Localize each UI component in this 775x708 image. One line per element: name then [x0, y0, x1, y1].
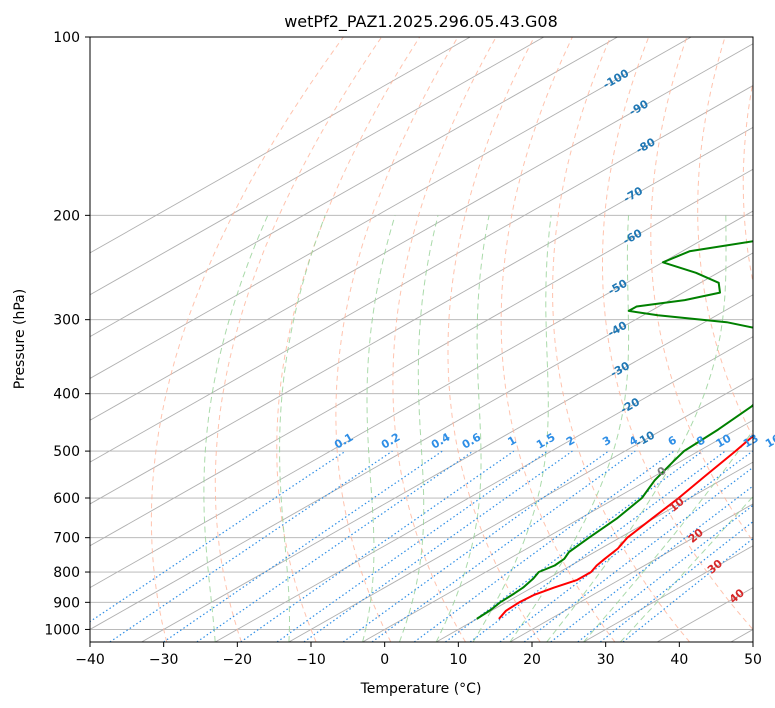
mixing-ratio-label: 16: [763, 431, 775, 450]
isotherm-line: [90, 252, 753, 630]
isotherm-line: [362, 419, 753, 642]
isotherm-line: [90, 210, 753, 589]
y-axis-label: Pressure (hPa): [12, 289, 28, 389]
moist-adiabat-line: [362, 215, 396, 642]
moist-adiabat-line: [398, 215, 439, 642]
isotherm-line: [90, 85, 753, 463]
mixing-ratio-line: [303, 450, 573, 642]
y-tick-label: 500: [53, 444, 80, 460]
moist-adiabat-line: [620, 495, 753, 642]
moist-adiabat-line: [546, 215, 727, 642]
data-series: [476, 240, 753, 620]
moist-adiabat-line: [509, 215, 630, 642]
mixing-ratio-line: [371, 450, 636, 642]
dry-adiabat-line: [650, 37, 753, 543]
background-lines: [90, 37, 753, 642]
mixing-ratio-line: [342, 450, 609, 642]
temperature-line: [498, 434, 753, 620]
axes: −40 −30 −20 −10 0 10 20 30 40 50 1000 900 800 700 600 5…: [44, 30, 762, 668]
mixing-ratio-line: [523, 466, 753, 642]
y-tick-label: 1000: [44, 622, 80, 638]
dry-adiabat-line: [602, 37, 753, 631]
moist-adiabat-line: [203, 215, 269, 642]
mixing-ratio-line: [240, 450, 515, 642]
plot-frame: [89, 36, 754, 643]
isotherm-line: [509, 503, 753, 642]
x-tick-label: 0: [380, 652, 389, 668]
x-tick-label: 40: [670, 652, 688, 668]
mixing-ratio-line: [276, 450, 548, 642]
isotherm-line: [141, 294, 753, 642]
isotherm-line: [90, 168, 753, 547]
moist-adiabat-line: [583, 429, 753, 642]
isotherm-line: [90, 37, 545, 296]
dry-adiabat-line: [214, 37, 383, 642]
isotherm-line: [90, 37, 471, 254]
isotherm-line: [90, 43, 753, 421]
y-tick-label: 400: [53, 387, 80, 403]
mixing-ratio-line: [196, 450, 474, 642]
mixing-ratio-line: [413, 450, 675, 642]
chart-title: wetPf2_PAZ1.2025.296.05.43.G08: [284, 12, 558, 32]
dewpoint-line: [476, 240, 753, 620]
mixing-ratio-line: [163, 450, 443, 642]
isotherm-line: [90, 37, 618, 338]
y-tick-label: 700: [53, 531, 80, 547]
y-tick-label: 200: [53, 208, 80, 224]
x-tick-label: 50: [744, 652, 762, 668]
dry-adiabat-line: [335, 37, 459, 642]
x-tick-label: 20: [523, 652, 541, 668]
dry-adiabat-line: [447, 37, 541, 642]
dry-adiabat-line: [150, 37, 344, 642]
x-tick-label: −30: [149, 652, 179, 668]
isotherm-line: [215, 336, 753, 642]
isotherm-line: [436, 461, 753, 642]
mixing-ratio-line: [499, 450, 753, 642]
y-tick-label: 300: [53, 313, 80, 329]
x-tick-label: 10: [449, 652, 467, 668]
moist-adiabat-line: [279, 215, 326, 642]
isotherm-line: [90, 37, 692, 379]
x-tick-label: 30: [597, 652, 615, 668]
isotherm-line: [288, 377, 753, 642]
y-tick-label: 900: [53, 595, 80, 611]
isotherm-line: [90, 126, 753, 505]
y-tick-label: 800: [53, 565, 80, 581]
moist-adiabat-line: [435, 215, 490, 642]
y-tick-label: 100: [53, 30, 80, 46]
mixing-ratio-line: [622, 537, 753, 642]
dry-adiabat-line: [392, 37, 497, 642]
x-axis-label: Temperature (°C): [360, 681, 482, 697]
x-tick-label: −20: [223, 652, 253, 668]
x-tick-label: −10: [296, 652, 326, 668]
y-tick-label: 600: [53, 491, 80, 507]
moist-adiabat-line: [472, 215, 552, 642]
x-tick-label: −40: [75, 652, 105, 668]
mixing-ratio-line: [90, 450, 346, 623]
dry-adiabat-line: [697, 37, 753, 439]
dry-adiabat-line: [552, 37, 690, 642]
